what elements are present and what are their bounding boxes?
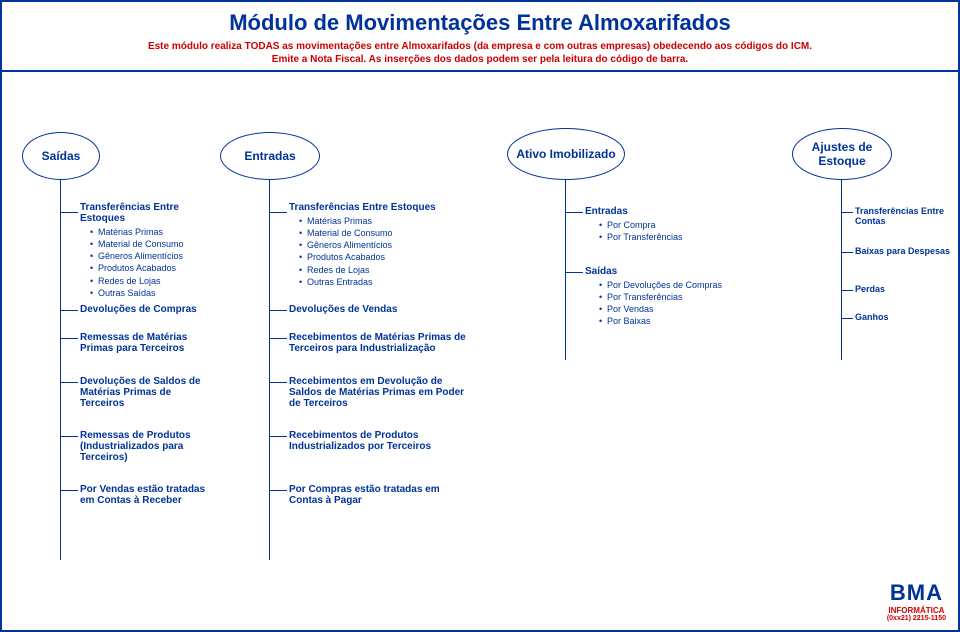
connector — [60, 212, 78, 213]
subtitle: Este módulo realiza TODAS as movimentaçõ… — [2, 40, 958, 72]
heading: Ganhos — [855, 312, 955, 322]
col1-block4: Devoluções de Saldos de Matérias Primas … — [80, 376, 210, 411]
connector — [565, 180, 566, 360]
connector — [269, 338, 287, 339]
heading: Perdas — [855, 284, 955, 294]
footer: BMA INFORMÁTICA (0xx21) 2215-1150 — [887, 580, 946, 622]
col4-c: Perdas — [855, 284, 955, 296]
col2-block4: Recebimentos em Devolução de Saldos de M… — [289, 376, 469, 411]
connector — [841, 318, 853, 319]
connector — [565, 272, 583, 273]
list-item: Por Vendas — [585, 303, 755, 315]
connector — [269, 180, 270, 560]
col4-b: Baixas para Despesas — [855, 246, 955, 258]
list-item: Produtos Acabados — [289, 251, 459, 263]
list-item: Por Baixas — [585, 315, 755, 327]
list-item: Produtos Acabados — [80, 262, 210, 274]
col2-block5: Recebimentos de Produtos Industrializado… — [289, 430, 469, 454]
col2-block1: Transferências Entre Estoques Matérias P… — [289, 202, 459, 288]
heading: Remessas de Matérias Primas para Terceir… — [80, 332, 210, 354]
node-ajustes: Ajustes de Estoque — [792, 128, 892, 180]
col1-block6: Por Vendas estão tratadas em Contas à Re… — [80, 484, 210, 508]
col2-block3: Recebimentos de Matérias Primas de Terce… — [289, 332, 469, 356]
node-ativo: Ativo Imobilizado — [507, 128, 625, 180]
connector — [60, 382, 78, 383]
subtitle-line-2: Emite a Nota Fiscal. As inserções dos da… — [272, 54, 688, 65]
connector — [60, 310, 78, 311]
col4-d: Ganhos — [855, 312, 955, 324]
col1-block5: Remessas de Produtos (Industrializados p… — [80, 430, 210, 465]
heading: Transferências Entre Estoques — [289, 202, 459, 213]
list-item: Por Devoluções de Compras — [585, 279, 755, 291]
connector — [841, 290, 853, 291]
connector — [841, 212, 853, 213]
list-item: Gêneros Alimentícios — [289, 239, 459, 251]
connector — [269, 212, 287, 213]
connector — [841, 180, 842, 360]
connector — [60, 338, 78, 339]
col1-block2: Devoluções de Compras — [80, 304, 210, 317]
page-title: Módulo de Movimentações Entre Almoxarifa… — [2, 2, 958, 40]
list-item: Outras Saídas — [80, 287, 210, 299]
node-entradas: Entradas — [220, 132, 320, 180]
heading: Entradas — [585, 206, 755, 217]
list-item: Por Transferências — [585, 291, 755, 303]
subtitle-line-1: Este módulo realiza TODAS as movimentaçõ… — [148, 41, 812, 52]
connector — [269, 436, 287, 437]
connector — [60, 180, 61, 560]
list-item: Matérias Primas — [80, 226, 210, 238]
heading: Recebimentos em Devolução de Saldos de M… — [289, 376, 469, 409]
list-item: Gêneros Alimentícios — [80, 250, 210, 262]
heading: Devoluções de Vendas — [289, 304, 459, 315]
connector — [565, 212, 583, 213]
logo-text: BMA — [887, 580, 946, 606]
list-item: Por Compra — [585, 219, 755, 231]
heading: Transferências Entre Estoques — [80, 202, 210, 224]
logo-subtitle: INFORMÁTICA — [887, 606, 946, 615]
connector — [841, 252, 853, 253]
heading: Por Vendas estão tratadas em Contas à Re… — [80, 484, 210, 506]
col1-block1: Transferências Entre Estoques Matérias P… — [80, 202, 210, 299]
list-item: Material de Consumo — [289, 227, 459, 239]
heading: Recebimentos de Matérias Primas de Terce… — [289, 332, 469, 354]
col1-block3: Remessas de Matérias Primas para Terceir… — [80, 332, 210, 356]
heading: Saídas — [585, 266, 755, 277]
heading: Devoluções de Saldos de Matérias Primas … — [80, 376, 210, 409]
connector — [269, 490, 287, 491]
connector — [60, 436, 78, 437]
list-item: Material de Consumo — [80, 238, 210, 250]
heading: Devoluções de Compras — [80, 304, 210, 315]
col4-a: Transferências Entre Contas — [855, 206, 955, 228]
heading: Recebimentos de Produtos Industrializado… — [289, 430, 469, 452]
heading: Remessas de Produtos (Industrializados p… — [80, 430, 210, 463]
col2-block6: Por Compras estão tratadas em Contas à P… — [289, 484, 469, 508]
heading: Por Compras estão tratadas em Contas à P… — [289, 484, 469, 506]
heading: Transferências Entre Contas — [855, 206, 955, 226]
col3-saidas: Saídas Por Devoluções de Compras Por Tra… — [585, 266, 755, 328]
connector — [269, 382, 287, 383]
heading: Baixas para Despesas — [855, 246, 955, 256]
connector — [269, 310, 287, 311]
connector — [60, 490, 78, 491]
list-item: Redes de Lojas — [289, 264, 459, 276]
col2-block2: Devoluções de Vendas — [289, 304, 459, 317]
list-item: Matérias Primas — [289, 215, 459, 227]
node-saidas: Saídas — [22, 132, 100, 180]
list-item: Redes de Lojas — [80, 275, 210, 287]
col3-entradas: Entradas Por Compra Por Transferências — [585, 206, 755, 243]
phone-number: (0xx21) 2215-1150 — [887, 615, 946, 622]
list-item: Por Transferências — [585, 231, 755, 243]
list-item: Outras Entradas — [289, 276, 459, 288]
